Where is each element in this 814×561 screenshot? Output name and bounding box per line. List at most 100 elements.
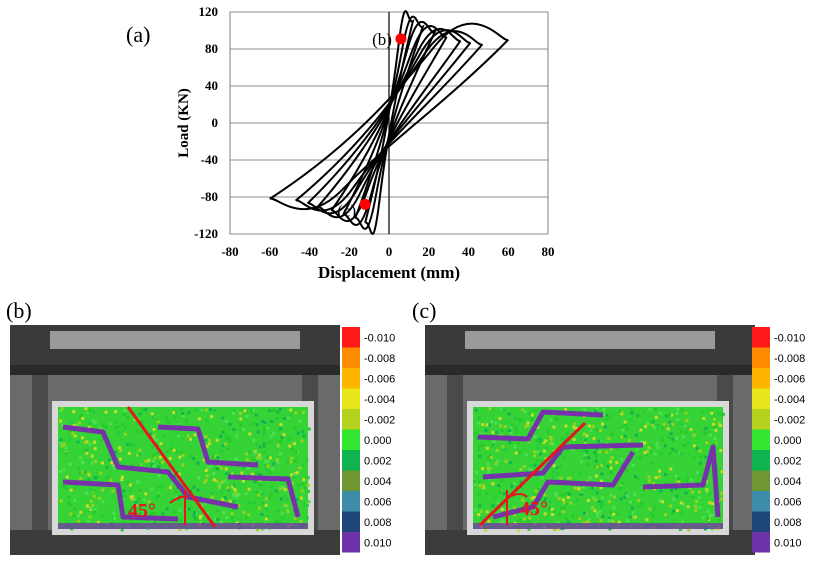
crack-line-3 [492, 450, 636, 520]
crack-line-1 [62, 424, 239, 510]
legend-label: 0.004 [774, 476, 802, 488]
legend-swatch [752, 429, 770, 450]
y-tick-label: 0 [212, 115, 219, 130]
legend-label: 0.010 [774, 537, 802, 549]
legend-swatch [752, 368, 770, 389]
marker-point-2 [359, 198, 371, 210]
crack-line-4 [642, 444, 721, 518]
panel-label-a: (a) [126, 22, 151, 47]
legend-label: -0.006 [364, 373, 395, 385]
legend-label: -0.008 [364, 353, 395, 365]
x-tick-label: 0 [386, 244, 393, 259]
legend-label: -0.004 [364, 394, 395, 406]
x-tick-label: 80 [542, 244, 555, 259]
legend-label: 0.004 [364, 476, 392, 488]
hysteresis-loop-5 [316, 28, 462, 219]
loading-beam [10, 365, 340, 375]
legend-swatch [752, 491, 770, 512]
y-tick-label: -40 [201, 152, 218, 167]
crack-line-2 [482, 442, 644, 480]
legend-label: 0.006 [364, 496, 392, 508]
legend-label: 0.008 [774, 517, 802, 529]
strain-map-c: 45° [425, 325, 755, 555]
legend-swatch [342, 450, 360, 471]
hysteresis-loop-8 [269, 22, 509, 211]
crack-line-4 [227, 474, 301, 518]
x-tick-label: -20 [341, 244, 358, 259]
x-axis-label: Displacement (mm) [318, 263, 460, 282]
legend-label: 0.002 [774, 455, 802, 467]
legend-label: -0.004 [774, 394, 805, 406]
x-tick-label: -80 [221, 244, 238, 259]
legend-swatch [752, 511, 770, 532]
legend-label: -0.002 [774, 414, 805, 426]
x-tick-label: 40 [462, 244, 475, 259]
y-tick-label: 80 [205, 41, 218, 56]
legend-swatch [752, 409, 770, 430]
left-column [32, 375, 48, 545]
hysteresis-loop-7 [294, 30, 484, 212]
legend-label: -0.006 [774, 373, 805, 385]
legend-swatch [752, 470, 770, 491]
panel-label-c: (c) [412, 298, 437, 323]
y-tick-label: -80 [201, 189, 218, 204]
hysteresis-loop-4 [330, 25, 448, 222]
marker-label-2: (c) [337, 201, 356, 220]
y-tick-label: -120 [194, 226, 218, 241]
legend-swatch [342, 470, 360, 491]
legend-label: -0.002 [364, 414, 395, 426]
legend-label: 0.000 [364, 435, 392, 447]
legend-swatch [752, 532, 770, 553]
legend-label: 0.002 [364, 455, 392, 467]
x-tick-label: 20 [422, 244, 435, 259]
x-tick-label: -60 [261, 244, 278, 259]
legend-swatch [342, 511, 360, 532]
legend-label: 0.008 [364, 517, 392, 529]
crack-line-3 [157, 424, 259, 468]
marker-label-1: (b) [372, 30, 392, 49]
legend-label: 0.010 [364, 537, 392, 549]
loading-beam [425, 365, 755, 375]
legend-swatch [752, 388, 770, 409]
legend-swatch [342, 491, 360, 512]
legend-label: -0.010 [774, 332, 805, 344]
diagonal-45-line [126, 406, 217, 528]
strain-map-b: 45° [10, 325, 340, 555]
window-band [465, 331, 715, 349]
angle-label: 45° [128, 500, 156, 522]
crack-line-1 [477, 409, 604, 442]
legend-swatch [342, 532, 360, 553]
angle-arc [508, 493, 528, 498]
bottom-edge-strain [473, 523, 723, 529]
legend-swatch [342, 409, 360, 430]
legend-swatch [752, 327, 770, 348]
legend-swatch [342, 327, 360, 348]
legend-label: -0.010 [364, 332, 395, 344]
left-column [447, 375, 463, 545]
legend-swatch [342, 368, 360, 389]
colorbar-legend-c: -0.010 -0.008 -0.006 -0.004 -0.002 0.000 0.002… [752, 327, 805, 553]
marker-point-1 [395, 33, 407, 45]
legend-label: -0.008 [774, 353, 805, 365]
x-tick-label: -40 [301, 244, 318, 259]
legend-swatch [342, 388, 360, 409]
bottom-edge-strain [58, 523, 308, 529]
window-band [50, 331, 300, 349]
legend-swatch [342, 429, 360, 450]
y-axis-label: Load (KN) [176, 88, 192, 158]
angle-arc [169, 495, 189, 504]
angle-label: 45° [520, 498, 548, 520]
legend-swatch [752, 450, 770, 471]
legend-swatch [342, 347, 360, 368]
legend-label: 0.006 [774, 496, 802, 508]
panel-label-b: (b) [6, 298, 32, 323]
diagonal-45-line [478, 421, 587, 527]
colorbar-legend-b: -0.010 -0.008 -0.006 -0.004 -0.002 0.000 0.002… [342, 327, 395, 553]
legend-swatch [752, 347, 770, 368]
legend-label: 0.000 [774, 435, 802, 447]
y-tick-label: 120 [199, 4, 219, 19]
y-tick-label: 40 [205, 78, 218, 93]
crack-line-2 [62, 479, 179, 522]
hysteresis-loop-6 [306, 29, 472, 215]
